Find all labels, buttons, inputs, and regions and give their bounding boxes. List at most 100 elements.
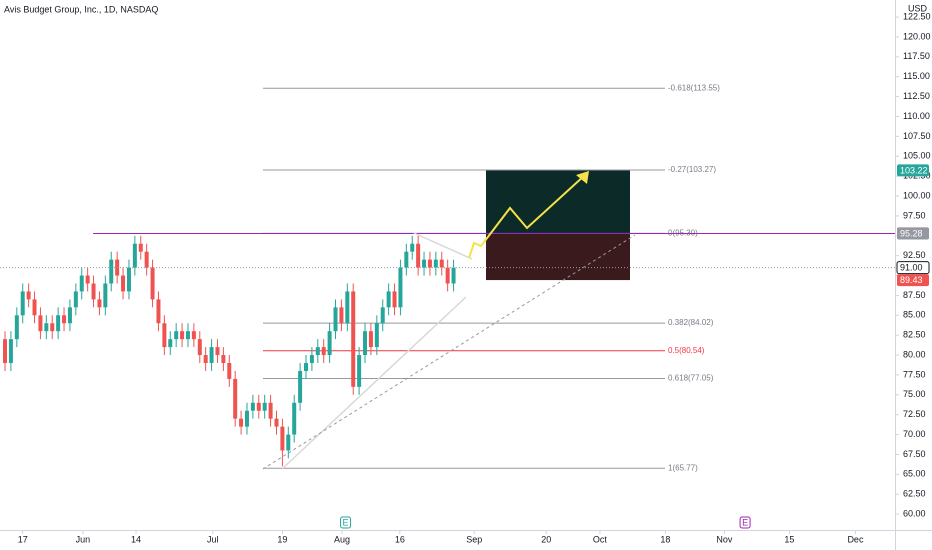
candle-body bbox=[209, 347, 214, 364]
y-tick-label: 65.00 bbox=[903, 469, 926, 479]
candle-body bbox=[268, 402, 273, 419]
candle-body bbox=[416, 243, 421, 268]
projection-arrow bbox=[576, 171, 589, 184]
y-tick-label: 97.50 bbox=[903, 210, 926, 220]
fib-label: 0.382(84.02) bbox=[668, 318, 714, 327]
x-tick-label: Oct bbox=[593, 534, 608, 544]
candle-body bbox=[67, 307, 72, 324]
earnings-label: E bbox=[343, 517, 349, 527]
candle-body bbox=[56, 315, 61, 332]
candle-body bbox=[309, 355, 314, 364]
y-tick-label: 105.00 bbox=[903, 151, 931, 161]
y-tick-label: 92.50 bbox=[903, 250, 926, 260]
trend-line bbox=[281, 296, 467, 470]
chart-title: Avis Budget Group, Inc., 1D, NASDAQ bbox=[4, 4, 158, 14]
earnings-marker bbox=[340, 516, 352, 529]
price-badge bbox=[897, 227, 929, 240]
candle-body bbox=[168, 339, 173, 348]
price-badge-label: 89.43 bbox=[900, 275, 923, 285]
price-badge bbox=[897, 274, 929, 287]
candle-body bbox=[298, 370, 303, 403]
trend-line bbox=[413, 232, 473, 260]
y-tick-label: 85.00 bbox=[903, 310, 926, 320]
trend-line-dashed bbox=[262, 234, 636, 470]
candle-body bbox=[315, 347, 320, 356]
x-tick-label: Dec bbox=[847, 534, 864, 544]
x-tick-label: 19 bbox=[277, 534, 287, 544]
y-tick-label: 72.50 bbox=[903, 409, 926, 419]
fib-label: -0.27(103.27) bbox=[668, 165, 716, 174]
candle-body bbox=[150, 267, 155, 300]
candle-body bbox=[138, 243, 143, 252]
candle-body bbox=[144, 251, 149, 268]
fib-label: 1(65.77) bbox=[668, 463, 698, 472]
candle-body bbox=[185, 331, 190, 340]
candle-body bbox=[3, 339, 8, 364]
candle-body bbox=[439, 259, 444, 268]
candle-body bbox=[274, 418, 279, 427]
candle-body bbox=[333, 307, 338, 332]
candle-body bbox=[422, 259, 427, 268]
y-tick-label: 70.00 bbox=[903, 429, 926, 439]
candle-body bbox=[250, 402, 255, 411]
y-tick-label: 67.50 bbox=[903, 449, 926, 459]
candle-body bbox=[132, 243, 137, 268]
candle-body bbox=[398, 267, 403, 308]
y-tick-label: 120.00 bbox=[903, 31, 931, 41]
fib-retracement: -0.618(113.55) -0.27(103.27) 0(95.30) 0.382… bbox=[93, 83, 895, 472]
candle-body bbox=[85, 275, 90, 284]
candle-body bbox=[451, 267, 456, 284]
y-tick-label: 122.50 bbox=[903, 11, 931, 21]
x-tick-label: Sep bbox=[466, 534, 482, 544]
candle-body bbox=[345, 291, 350, 324]
candle-body bbox=[20, 291, 25, 316]
y-tick-label: 107.50 bbox=[903, 131, 931, 141]
candle-body bbox=[374, 323, 379, 348]
candle-body bbox=[357, 355, 362, 387]
y-tick-label: 112.50 bbox=[903, 91, 930, 101]
projection-path bbox=[468, 174, 586, 259]
candle-body bbox=[126, 267, 131, 292]
y-tick-label: 115.00 bbox=[903, 71, 930, 81]
candle-body bbox=[280, 426, 285, 451]
x-tick-label: 16 bbox=[395, 534, 405, 544]
candle-body bbox=[197, 339, 202, 356]
candle-body bbox=[97, 299, 102, 308]
y-tick-label: 87.50 bbox=[903, 290, 926, 300]
candle-body bbox=[404, 251, 409, 268]
candle-body bbox=[327, 331, 332, 356]
earnings-marker bbox=[739, 516, 751, 529]
y-tick-label: 75.00 bbox=[903, 389, 926, 399]
y-tick-label: 62.50 bbox=[903, 489, 926, 499]
candle-body bbox=[38, 315, 43, 332]
y-tick-label: 60.00 bbox=[903, 508, 926, 518]
candle-body bbox=[73, 291, 78, 308]
candle-body bbox=[44, 323, 49, 332]
candle-body bbox=[286, 434, 291, 451]
candle-body bbox=[162, 323, 167, 348]
candle-body bbox=[109, 259, 114, 284]
candle-body bbox=[103, 283, 108, 308]
candle-body bbox=[351, 291, 356, 387]
candle-body bbox=[427, 259, 432, 268]
candle-body bbox=[203, 355, 208, 364]
candle-body bbox=[91, 283, 96, 300]
candle-body bbox=[50, 323, 55, 332]
fib-label: 0(95.30) bbox=[668, 229, 698, 238]
fib-label: 0.618(77.05) bbox=[668, 374, 714, 383]
axes: 60.00 62.50 65.00 67.50 70.00 72.50 75.00 77.50… bbox=[18, 11, 931, 544]
candle-body bbox=[174, 331, 179, 340]
candle-body bbox=[339, 307, 344, 324]
price-badge-label: 91.00 bbox=[900, 262, 923, 272]
price-badge bbox=[896, 261, 930, 275]
x-tick-label: 15 bbox=[784, 534, 794, 544]
candle-body bbox=[380, 307, 385, 324]
x-tick-label: Jun bbox=[76, 534, 91, 544]
candle-body bbox=[233, 378, 238, 419]
fib-label: 0.5(80.54) bbox=[668, 346, 705, 355]
profit-zone bbox=[486, 170, 630, 234]
candle-body bbox=[292, 402, 297, 435]
